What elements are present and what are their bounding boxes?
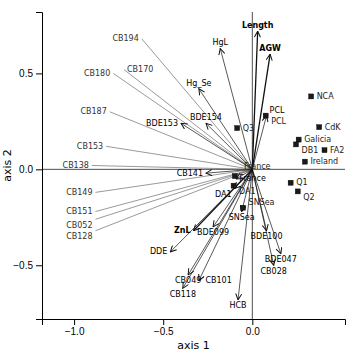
x-axis-tick-label: −0.5 bbox=[154, 326, 174, 337]
site-square bbox=[288, 180, 293, 185]
arrow-label: CB028 bbox=[261, 267, 287, 276]
species-label: CB052 bbox=[66, 221, 92, 230]
y-axis-tick: 0.5 bbox=[19, 68, 42, 79]
x-axis-tick-label: −1.0 bbox=[65, 326, 85, 337]
site-label: CdK bbox=[325, 123, 342, 132]
arrow-label: BDE047 bbox=[265, 255, 297, 264]
arrow bbox=[199, 169, 252, 280]
arrow-label: PCL bbox=[270, 106, 285, 115]
site-square bbox=[232, 174, 237, 179]
species-label: CB153 bbox=[77, 142, 103, 151]
y-axis-tick-label: −0.5 bbox=[13, 260, 33, 271]
site-square bbox=[235, 126, 240, 131]
species-line bbox=[92, 166, 252, 170]
site-square bbox=[302, 159, 307, 164]
site-square bbox=[263, 113, 268, 118]
arrow-label: HCB bbox=[230, 301, 247, 310]
site-square bbox=[231, 183, 236, 188]
y-axis-tick-label: 0.5 bbox=[19, 68, 33, 79]
site-label: FA2 bbox=[330, 146, 344, 155]
site-label: DB1 bbox=[301, 146, 318, 155]
y-axis-tick-label: 0.0 bbox=[19, 164, 33, 175]
y-axis: −0.5 0.0 0.5 bbox=[13, 13, 42, 320]
arrow-label: BDE154 bbox=[190, 113, 222, 122]
y-axis-tick-mark bbox=[36, 73, 42, 74]
site-label: NCA bbox=[317, 92, 335, 101]
site-label: PCL bbox=[271, 117, 286, 126]
site-label: SNSea bbox=[249, 198, 275, 207]
species-label: CB170 bbox=[127, 65, 153, 74]
x-axis-title: axis 1 bbox=[177, 339, 210, 352]
arrow-label: DDE bbox=[150, 247, 167, 256]
y-axis-tick: −0.5 bbox=[13, 260, 42, 271]
x-axis-line bbox=[43, 320, 346, 326]
arrow-bold bbox=[252, 54, 270, 169]
arrow-label: DA1 bbox=[215, 190, 232, 199]
species-line bbox=[142, 39, 253, 169]
species-label: CB180 bbox=[84, 69, 110, 78]
y-axis-tick-mark bbox=[36, 265, 42, 266]
species-label: CB149 bbox=[66, 188, 92, 197]
x-axis-tick: −1.0 bbox=[65, 319, 85, 337]
arrow-label: AGW bbox=[259, 44, 281, 53]
y-axis-tick-mark bbox=[36, 169, 42, 170]
x-axis-tick-mark bbox=[163, 319, 164, 325]
species-line bbox=[113, 73, 252, 169]
arrow-label: Hg_Se bbox=[186, 79, 211, 88]
arrow-label: ZnL bbox=[174, 226, 191, 235]
species-line bbox=[106, 146, 252, 169]
species-line bbox=[124, 70, 252, 170]
x-axis-tick: −0.5 bbox=[154, 319, 174, 337]
species-line bbox=[95, 169, 252, 211]
species-label: CB128 bbox=[66, 232, 92, 241]
arrow-label: CB118 bbox=[170, 290, 196, 299]
site-square bbox=[293, 142, 298, 147]
arrow bbox=[252, 116, 266, 170]
arrow-label: CB141 bbox=[177, 169, 203, 178]
species-label: CB187 bbox=[80, 107, 106, 116]
arrow-label: France bbox=[239, 174, 266, 183]
site-label: France bbox=[244, 162, 271, 171]
site-square bbox=[295, 189, 300, 194]
arrow-label: CB049 bbox=[175, 276, 201, 285]
arrow bbox=[252, 169, 273, 265]
site-label: Q2 bbox=[303, 193, 314, 202]
plot-area bbox=[42, 12, 345, 319]
site-label: Galicia bbox=[304, 135, 331, 144]
x-axis-tick: 0.0 bbox=[246, 319, 260, 337]
chart: −1.0 −0.5 0.0 −0.5 0.0 0.5 axis 1 axis 2 Length A… bbox=[0, 0, 353, 355]
arrow-label: BDE100 bbox=[251, 232, 283, 241]
y-axis-tick: 0.0 bbox=[19, 164, 42, 175]
arrow-label: SNSea bbox=[229, 213, 255, 222]
arrow bbox=[181, 123, 252, 169]
x-axis: −1.0 −0.5 0.0 bbox=[43, 319, 346, 337]
y-axis-title: axis 2 bbox=[1, 149, 14, 182]
arrow-label: CB101 bbox=[205, 276, 231, 285]
labels: Length AGW HgL Hg_Se BDE153 BDE154 ZnL BDE099 BD… bbox=[63, 21, 345, 310]
x-axis-tick-mark bbox=[252, 319, 253, 325]
species-label: CB151 bbox=[66, 207, 92, 216]
x-axis-tick-mark bbox=[74, 319, 75, 325]
site-label: Q3 bbox=[243, 124, 254, 133]
arrow bbox=[220, 48, 252, 169]
arrow-label: HgL bbox=[212, 38, 228, 47]
species-line bbox=[95, 169, 252, 192]
site-square bbox=[241, 205, 246, 210]
arrow-label: BDE099 bbox=[197, 228, 229, 237]
arrow-label: Length bbox=[242, 21, 274, 30]
site-label: Ireland bbox=[310, 157, 338, 166]
arrow-label: BDE153 bbox=[146, 119, 178, 128]
x-axis-tick-label: 0.0 bbox=[246, 326, 260, 337]
site-label: Q1 bbox=[296, 178, 307, 187]
site-square bbox=[322, 148, 327, 153]
y-axis-line bbox=[36, 13, 43, 320]
species-label: CB194 bbox=[112, 34, 138, 43]
species-line bbox=[95, 169, 252, 219]
site-square bbox=[309, 94, 314, 99]
site-square bbox=[296, 137, 301, 142]
site-label: DA1 bbox=[239, 187, 256, 196]
species-label: CB138 bbox=[63, 161, 89, 170]
site-square bbox=[317, 125, 322, 130]
